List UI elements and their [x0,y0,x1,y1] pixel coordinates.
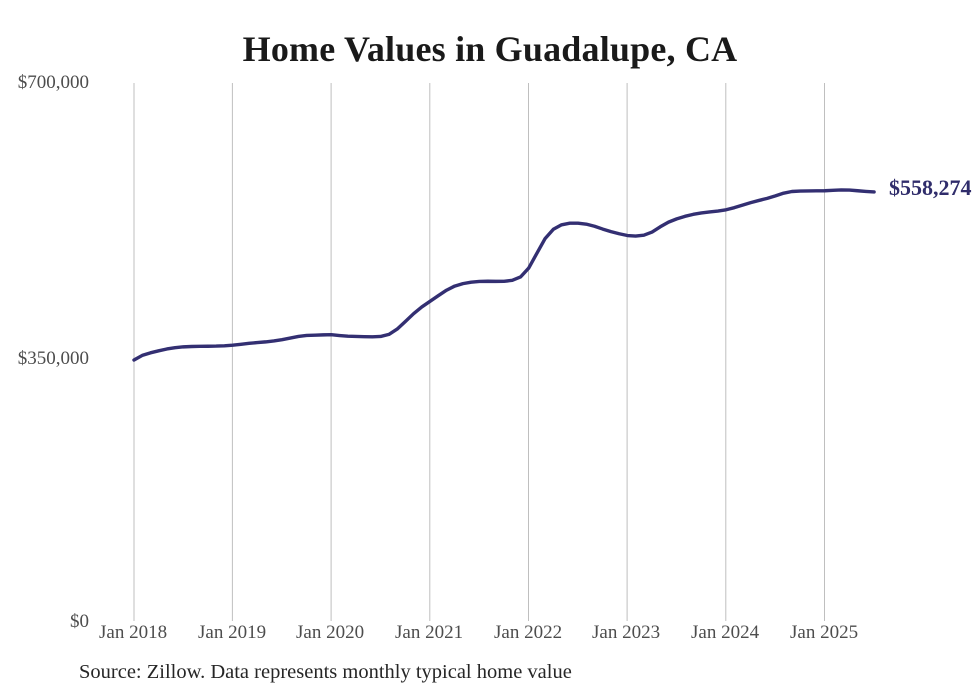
svg-text:$558,274: $558,274 [889,175,972,200]
svg-text:Jan 2018: Jan 2018 [99,622,167,643]
svg-text:Jan 2023: Jan 2023 [592,622,660,643]
svg-text:$700,000: $700,000 [18,72,89,93]
svg-text:$0: $0 [70,611,89,632]
svg-text:Jan 2019: Jan 2019 [198,622,266,643]
svg-text:$350,000: $350,000 [18,348,89,369]
svg-text:Jan 2024: Jan 2024 [691,622,760,643]
svg-text:Jan 2025: Jan 2025 [790,622,858,643]
svg-text:Jan 2020: Jan 2020 [296,622,364,643]
svg-text:Jan 2021: Jan 2021 [395,622,463,643]
svg-text:Jan 2022: Jan 2022 [494,622,562,643]
